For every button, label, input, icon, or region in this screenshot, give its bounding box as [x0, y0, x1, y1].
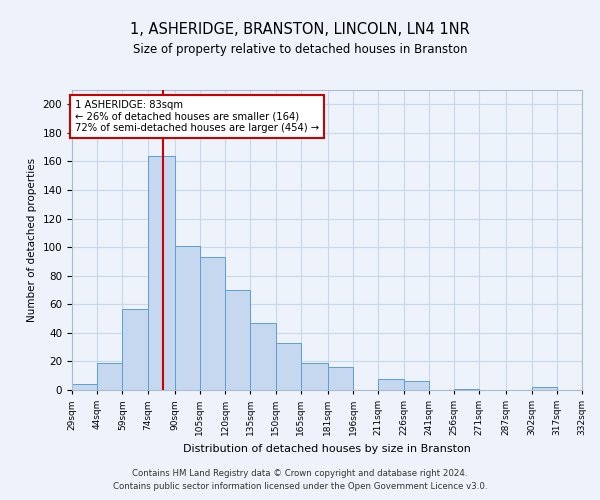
Bar — [122, 308, 148, 390]
Bar — [379, 378, 404, 390]
Bar — [148, 156, 175, 390]
Bar — [328, 367, 353, 390]
Text: 1 ASHERIDGE: 83sqm
← 26% of detached houses are smaller (164)
72% of semi-detach: 1 ASHERIDGE: 83sqm ← 26% of detached hou… — [76, 100, 319, 133]
Y-axis label: Number of detached properties: Number of detached properties — [27, 158, 37, 322]
X-axis label: Distribution of detached houses by size in Branston: Distribution of detached houses by size … — [183, 444, 471, 454]
Text: Contains HM Land Registry data © Crown copyright and database right 2024.: Contains HM Land Registry data © Crown c… — [132, 468, 468, 477]
Bar — [454, 388, 479, 390]
Text: Contains public sector information licensed under the Open Government Licence v3: Contains public sector information licen… — [113, 482, 487, 491]
Bar — [225, 290, 250, 390]
Text: Size of property relative to detached houses in Branston: Size of property relative to detached ho… — [133, 42, 467, 56]
Bar — [301, 363, 328, 390]
Bar — [72, 384, 97, 390]
Bar — [175, 246, 200, 390]
Bar — [200, 257, 225, 390]
Text: 1, ASHERIDGE, BRANSTON, LINCOLN, LN4 1NR: 1, ASHERIDGE, BRANSTON, LINCOLN, LN4 1NR — [130, 22, 470, 38]
Bar — [97, 363, 122, 390]
Bar — [532, 387, 557, 390]
Bar — [275, 343, 301, 390]
Bar — [404, 382, 429, 390]
Bar — [250, 323, 275, 390]
